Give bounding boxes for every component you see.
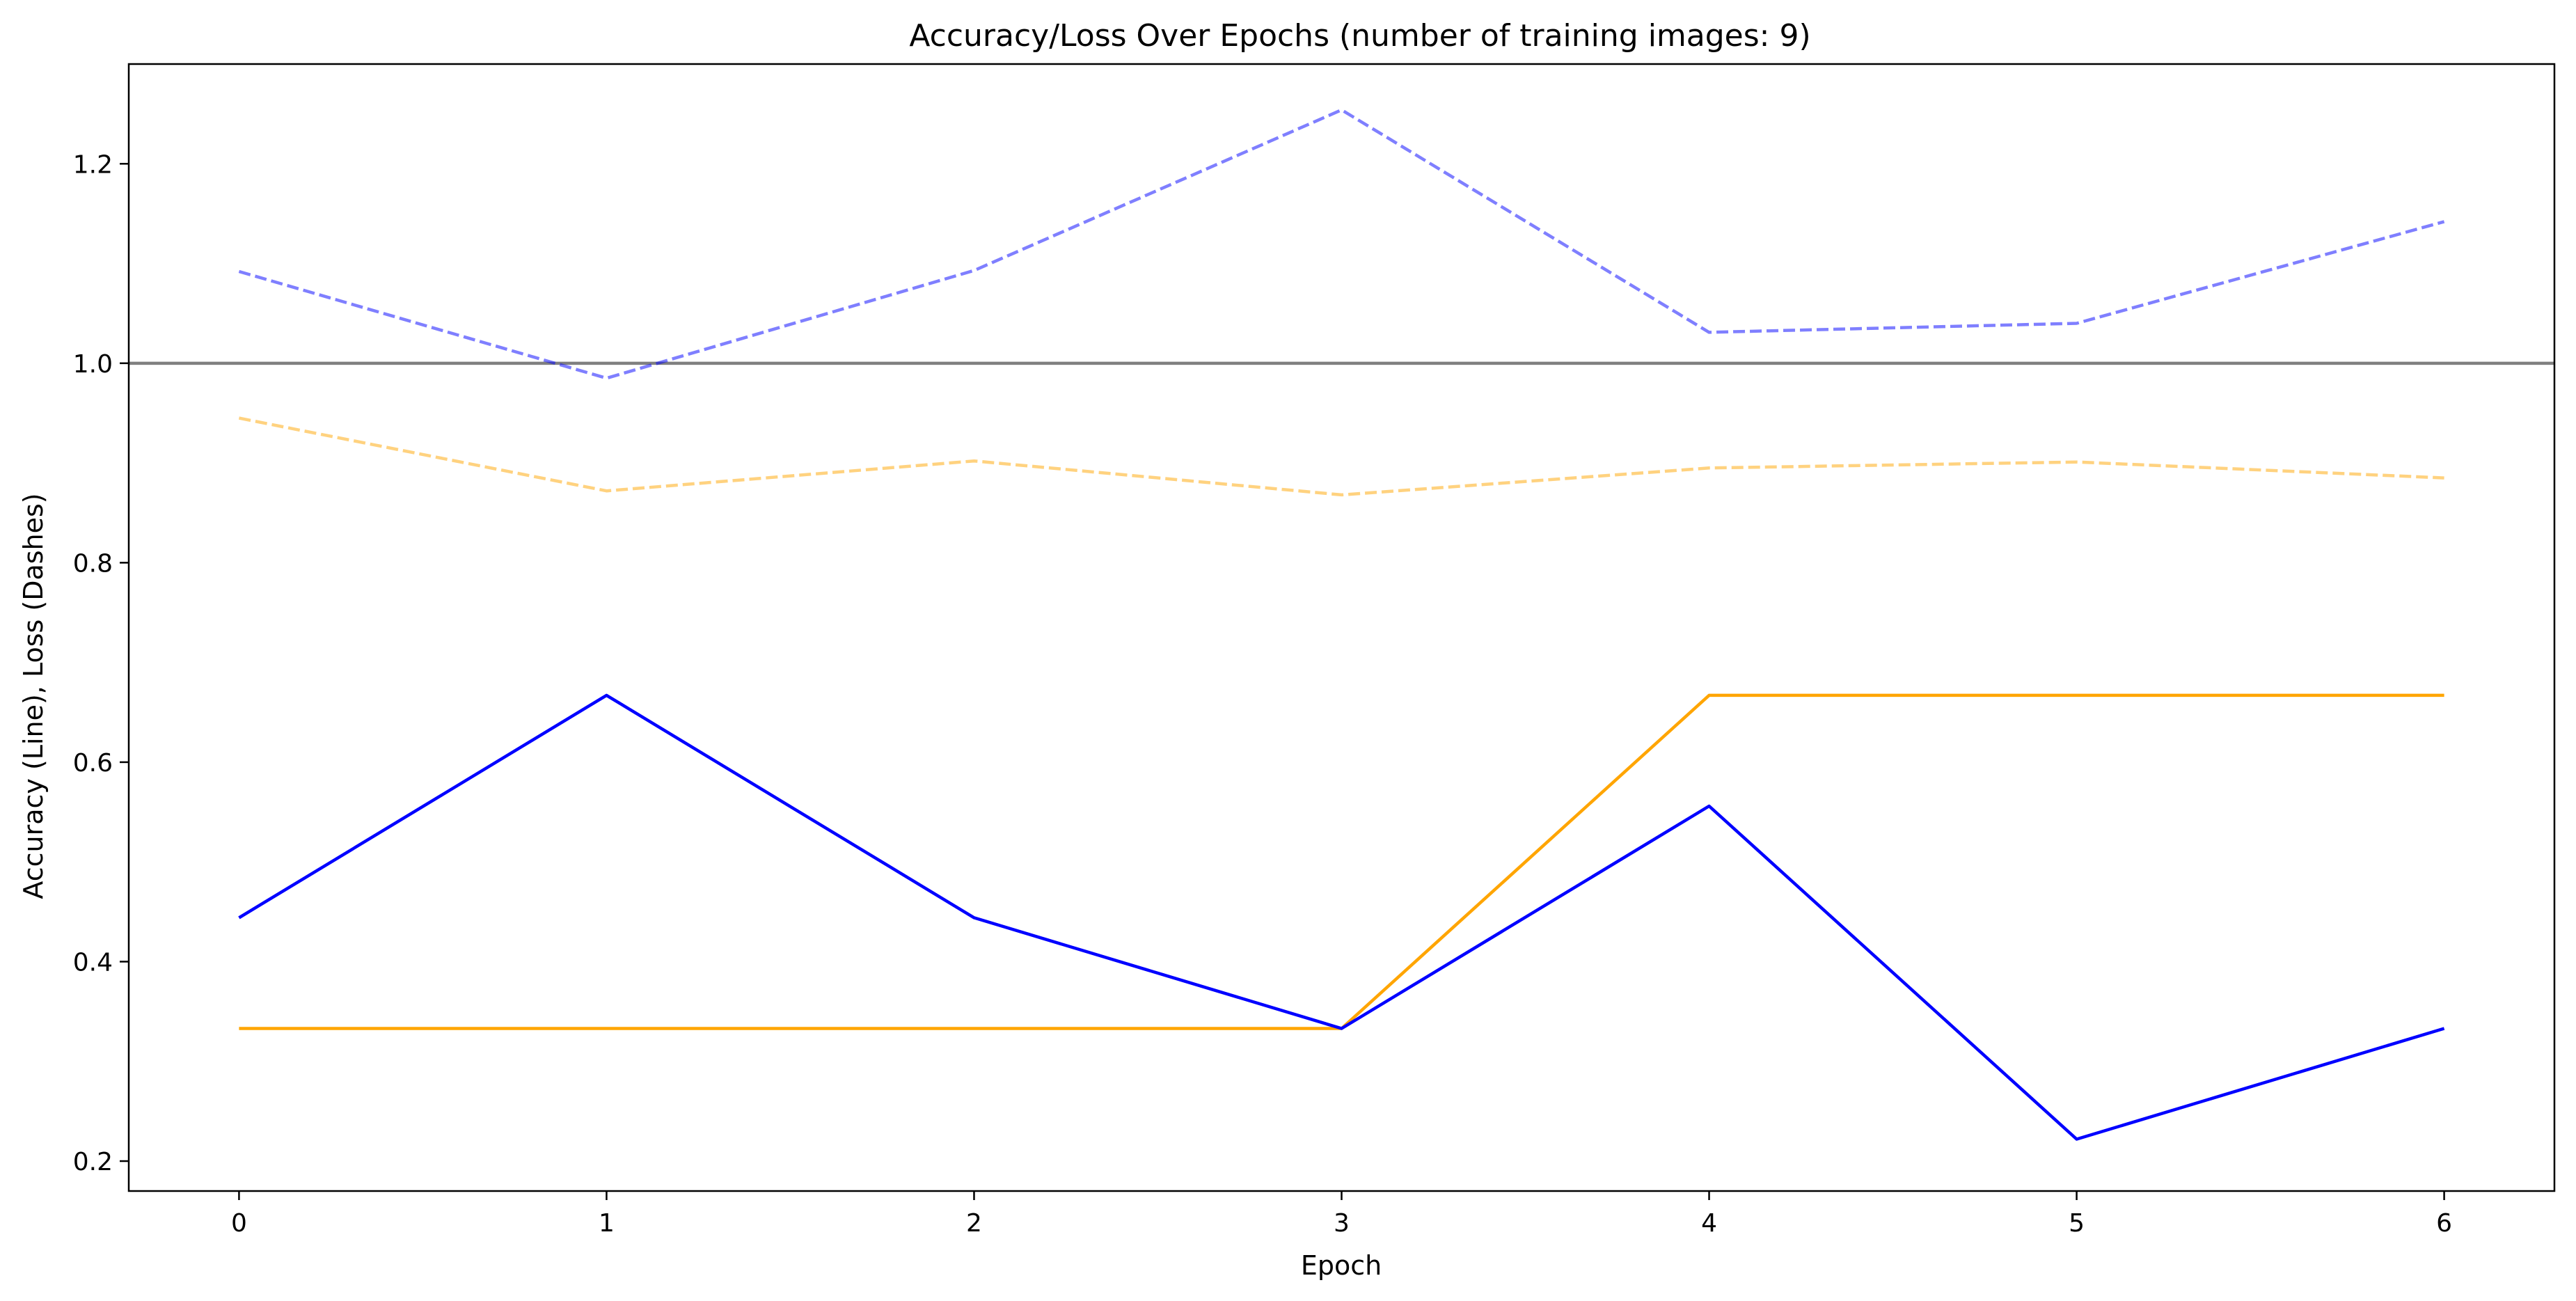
- y-tick-label: 1.2: [73, 150, 113, 179]
- y-tick-label: 1.0: [73, 350, 113, 379]
- x-tick-label: 5: [2069, 1209, 2085, 1238]
- x-tick-label: 6: [2436, 1209, 2452, 1238]
- x-tick-label: 3: [1334, 1209, 1350, 1238]
- y-tick-label: 0.2: [73, 1148, 113, 1176]
- x-tick-label: 4: [1701, 1209, 1717, 1238]
- x-tick-label: 0: [231, 1209, 247, 1238]
- series-group: [238, 108, 2445, 1141]
- x-tick-label: 2: [966, 1209, 982, 1238]
- loss-series-line-2: [238, 108, 2445, 380]
- x-axis-label: Epoch: [1301, 1250, 1382, 1281]
- y-tick-label: 0.4: [73, 948, 113, 977]
- chart-title: Accuracy/Loss Over Epochs (number of tra…: [909, 18, 1810, 54]
- y-tick-label: 0.6: [73, 749, 113, 778]
- axis-ticks: 0 1 2 3 4 5 6 0.2 0.4 0.6 0.8 1.0 1.2: [73, 150, 2452, 1238]
- y-tick-label: 0.8: [73, 549, 113, 578]
- loss-series-line-3: [238, 416, 2444, 497]
- y-axis-label: Accuracy (Line), Loss (Dashes): [18, 493, 49, 899]
- accuracy-series-line-0: [238, 693, 2445, 1141]
- x-tick-label: 1: [599, 1209, 615, 1238]
